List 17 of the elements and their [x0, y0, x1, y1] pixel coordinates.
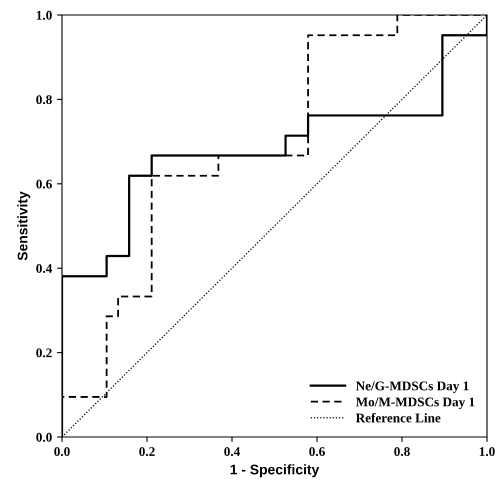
- x-tick-label: 0.6: [309, 447, 325, 456]
- y-tick-label: 0.8: [36, 95, 52, 104]
- y-tick-label: 0.0: [36, 432, 52, 442]
- y-tick-label: 0.4: [36, 264, 52, 273]
- x-tick-label: 0.0: [54, 447, 70, 456]
- legend-label: Mo/M-MDSCs Day 1: [356, 398, 474, 410]
- y-tick-label: 1.0: [36, 10, 52, 20]
- x-tick-label: 0.2: [139, 447, 155, 456]
- legend-label: Reference Line: [356, 413, 440, 422]
- x-axis-title: 1 - Specificity: [230, 464, 320, 478]
- y-axis-title: Sensitivity: [17, 191, 30, 260]
- y-tick-label: 0.2: [36, 348, 52, 358]
- x-tick-label: 1.0: [480, 447, 495, 456]
- legend-label: Ne/G-MDSCs Day 1: [356, 381, 469, 394]
- x-tick-label: 0.8: [394, 447, 410, 456]
- x-tick-label: 0.4: [224, 447, 240, 456]
- y-tick-label: 0.6: [36, 180, 52, 189]
